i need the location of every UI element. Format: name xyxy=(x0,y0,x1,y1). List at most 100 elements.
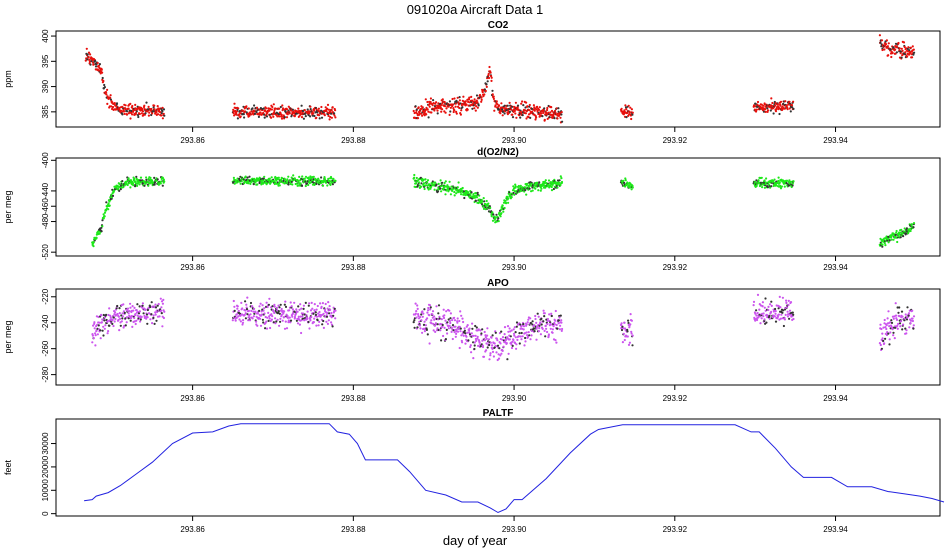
data-point xyxy=(901,315,904,318)
plot-frame xyxy=(55,30,941,128)
data-point xyxy=(436,190,440,193)
data-point xyxy=(102,217,105,220)
data-point xyxy=(126,183,129,187)
data-point xyxy=(760,317,763,320)
data-point xyxy=(92,324,95,327)
data-point xyxy=(100,68,103,71)
data-point xyxy=(466,331,469,334)
data-point xyxy=(763,179,766,182)
data-point xyxy=(472,193,475,196)
data-point xyxy=(502,106,506,109)
data-point xyxy=(903,319,906,322)
x-tick-label: 293.94 xyxy=(823,525,848,534)
data-point xyxy=(463,196,466,200)
data-point xyxy=(457,327,460,331)
data-point xyxy=(478,194,481,197)
data-point xyxy=(274,322,277,325)
data-point xyxy=(484,336,487,339)
data-point xyxy=(451,97,454,101)
data-point xyxy=(885,333,889,337)
data-point xyxy=(271,105,274,109)
data-point xyxy=(317,324,320,327)
data-point xyxy=(322,312,325,315)
data-point xyxy=(279,320,282,323)
data-point xyxy=(440,110,443,113)
data-point xyxy=(887,42,890,45)
data-point xyxy=(492,95,495,98)
data-point xyxy=(236,305,239,308)
data-point xyxy=(299,303,302,306)
data-point xyxy=(298,175,301,178)
data-point xyxy=(912,226,915,229)
data-point xyxy=(787,184,790,187)
data-point xyxy=(550,312,553,315)
data-point xyxy=(439,106,442,109)
data-point xyxy=(242,113,245,116)
data-point xyxy=(249,301,253,305)
data-point xyxy=(459,310,462,313)
data-point xyxy=(485,342,488,345)
data-point xyxy=(480,96,483,99)
data-point xyxy=(631,344,634,347)
data-point xyxy=(142,312,145,315)
data-point xyxy=(433,324,436,327)
data-point xyxy=(449,321,452,325)
data-point xyxy=(485,83,488,86)
data-point xyxy=(109,314,112,317)
data-point xyxy=(298,323,301,326)
data-point xyxy=(538,327,541,330)
data-point xyxy=(306,108,309,111)
data-point xyxy=(620,322,623,325)
data-point xyxy=(489,341,492,344)
data-point xyxy=(303,177,306,180)
data-point xyxy=(413,326,416,329)
data-point xyxy=(444,193,447,196)
data-point xyxy=(485,337,488,340)
data-point xyxy=(243,116,246,119)
data-point xyxy=(513,109,517,112)
data-point xyxy=(443,326,446,329)
data-point xyxy=(443,314,446,317)
data-point xyxy=(151,112,154,115)
data-point xyxy=(154,313,157,316)
data-point xyxy=(755,179,758,182)
data-point xyxy=(312,112,315,115)
data-point xyxy=(126,110,129,113)
data-point xyxy=(544,324,547,327)
data-point xyxy=(317,177,320,180)
data-point xyxy=(458,96,461,99)
data-point xyxy=(781,296,785,299)
data-point xyxy=(315,116,318,119)
data-point xyxy=(543,329,546,332)
data-point xyxy=(162,112,165,115)
data-point xyxy=(446,321,449,324)
data-point xyxy=(515,347,518,350)
data-point xyxy=(473,103,476,106)
data-point xyxy=(468,331,471,334)
data-point xyxy=(512,332,516,335)
data-point xyxy=(554,309,557,313)
data-point xyxy=(626,182,629,185)
panel-title: APO xyxy=(487,278,509,289)
data-point xyxy=(325,315,329,318)
x-tick-label: 293.92 xyxy=(663,394,688,403)
data-point xyxy=(108,324,111,327)
data-point xyxy=(458,346,461,350)
data-point xyxy=(464,332,467,335)
data-point xyxy=(779,187,783,190)
data-point xyxy=(458,99,461,102)
data-point xyxy=(412,109,415,113)
data-point xyxy=(129,319,132,322)
data-point xyxy=(255,111,258,114)
data-point xyxy=(905,329,908,332)
data-point xyxy=(475,94,479,97)
data-point xyxy=(626,330,629,333)
data-point xyxy=(519,327,522,330)
data-point xyxy=(542,111,545,114)
data-point xyxy=(623,338,626,342)
data-point xyxy=(293,301,296,304)
data-point xyxy=(540,112,543,115)
data-point xyxy=(624,104,627,107)
data-point xyxy=(267,319,270,322)
